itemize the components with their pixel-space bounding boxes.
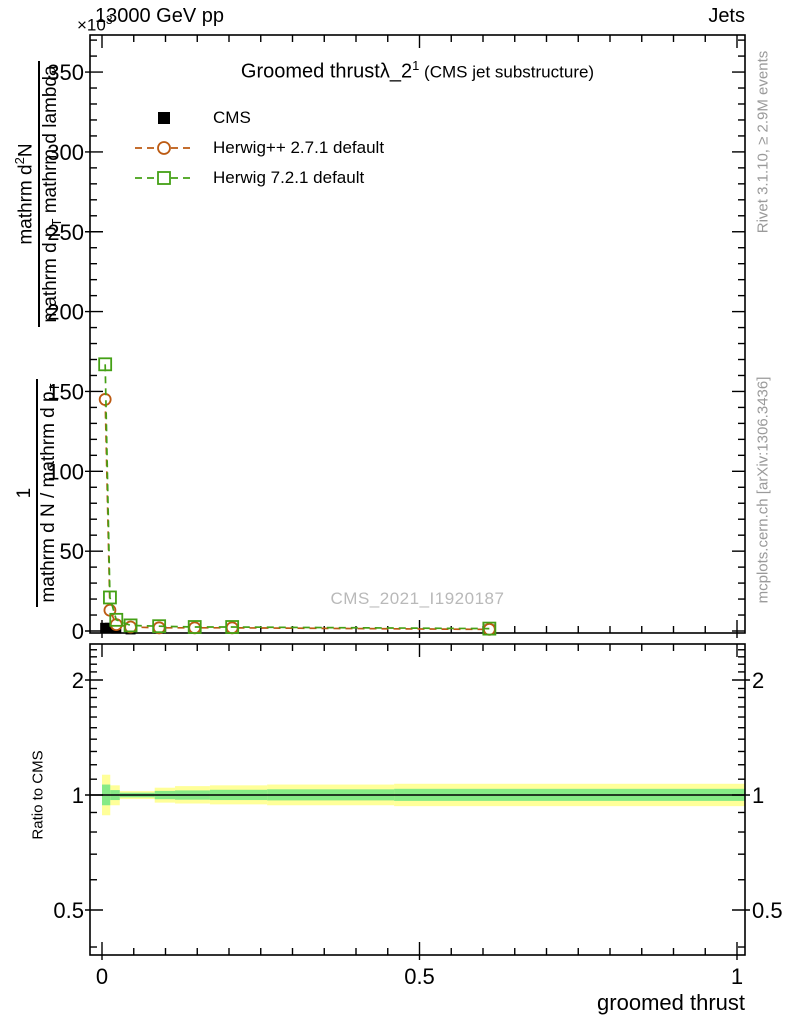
title-text: Groomed thrustλ_2 bbox=[240, 60, 413, 83]
fraction1-numerator: 1 bbox=[14, 487, 36, 499]
svg-text:50: 50 bbox=[60, 539, 84, 564]
svg-text:0: 0 bbox=[96, 964, 108, 989]
open-square-legend-icon bbox=[135, 171, 193, 185]
x-axis-title: groomed thrust bbox=[597, 990, 745, 1015]
mcplots-reference-note: mcplots.cern.ch [arXiv:1306.3436] bbox=[754, 376, 772, 604]
svg-text:1: 1 bbox=[731, 964, 743, 989]
series-herwig-7-2-1-default bbox=[98, 357, 497, 636]
svg-text:350: 350 bbox=[47, 60, 84, 85]
svg-text:0.5: 0.5 bbox=[53, 898, 84, 923]
legend-label: CMS bbox=[213, 108, 251, 127]
legend-item: CMS bbox=[133, 103, 384, 133]
legend-label: Herwig++ 2.7.1 default bbox=[213, 138, 385, 157]
axis-ticks bbox=[85, 35, 750, 960]
plot-title: Groomed thrustλ_21 (CMS jet substructure… bbox=[90, 58, 745, 84]
y-scale-factor: ×103 bbox=[77, 13, 113, 36]
svg-text:150: 150 bbox=[47, 379, 84, 404]
svg-text:2: 2 bbox=[72, 668, 84, 693]
main-y-axis-title: 1 mathrm d N / mathrm d pT mathrm d2N ma… bbox=[2, 35, 74, 633]
svg-text:2: 2 bbox=[752, 668, 764, 693]
beam-energy-label: 13000 GeV pp bbox=[95, 5, 224, 27]
rivet-version-note: Rivet 3.1.10, ≥ 2.9M events bbox=[754, 50, 772, 234]
y-label-fraction-2: mathrm d2N mathrm d pT mathrm d lambda bbox=[12, 61, 64, 327]
svg-text:100: 100 bbox=[47, 459, 84, 484]
y-label-fraction-1: 1 mathrm d N / mathrm d pT bbox=[14, 379, 62, 607]
title-superscript: 1 bbox=[412, 58, 420, 73]
svg-text:250: 250 bbox=[47, 220, 84, 245]
svg-text:0.5: 0.5 bbox=[404, 964, 435, 989]
analysis-watermark: CMS_2021_I1920187 bbox=[330, 589, 505, 608]
process-label: Jets bbox=[708, 5, 745, 27]
fraction2-numerator: mathrm d2N bbox=[12, 143, 37, 245]
open-circle-legend-icon bbox=[135, 141, 193, 155]
ratio-axis-title: Ratio to CMS bbox=[29, 750, 47, 840]
scale-base: ×10 bbox=[77, 15, 106, 35]
svg-text:1: 1 bbox=[752, 783, 764, 808]
ratio-uncertainty-bands bbox=[90, 774, 746, 816]
filled-square-legend-icon bbox=[158, 112, 170, 124]
fraction1-denominator: mathrm d N / mathrm d pT bbox=[36, 379, 62, 607]
title-subtitle: (CMS jet substructure) bbox=[419, 62, 595, 82]
tick-labels: 0 50 100 150 200 250 300 350 0.5 0.5 1 1 2 2 0 0.5 1 bbox=[47, 60, 782, 989]
legend-label: Herwig 7.2.1 default bbox=[213, 168, 365, 187]
fraction2-denominator: mathrm d pT mathrm d lambda bbox=[37, 61, 64, 327]
ratio-frame bbox=[89, 643, 746, 956]
svg-text:300: 300 bbox=[47, 140, 84, 165]
svg-text:1: 1 bbox=[72, 783, 84, 808]
svg-text:200: 200 bbox=[47, 300, 84, 325]
legend: CMS Herwig++ 2.7.1 default Herwig 7.2.1 de… bbox=[133, 103, 384, 193]
legend-item: Herwig++ 2.7.1 default bbox=[133, 133, 384, 163]
svg-text:0: 0 bbox=[72, 619, 84, 644]
scale-exponent: 3 bbox=[105, 13, 113, 27]
svg-text:0.5: 0.5 bbox=[752, 898, 783, 923]
main-frame bbox=[89, 34, 746, 634]
legend-item: Herwig 7.2.1 default bbox=[133, 163, 384, 193]
